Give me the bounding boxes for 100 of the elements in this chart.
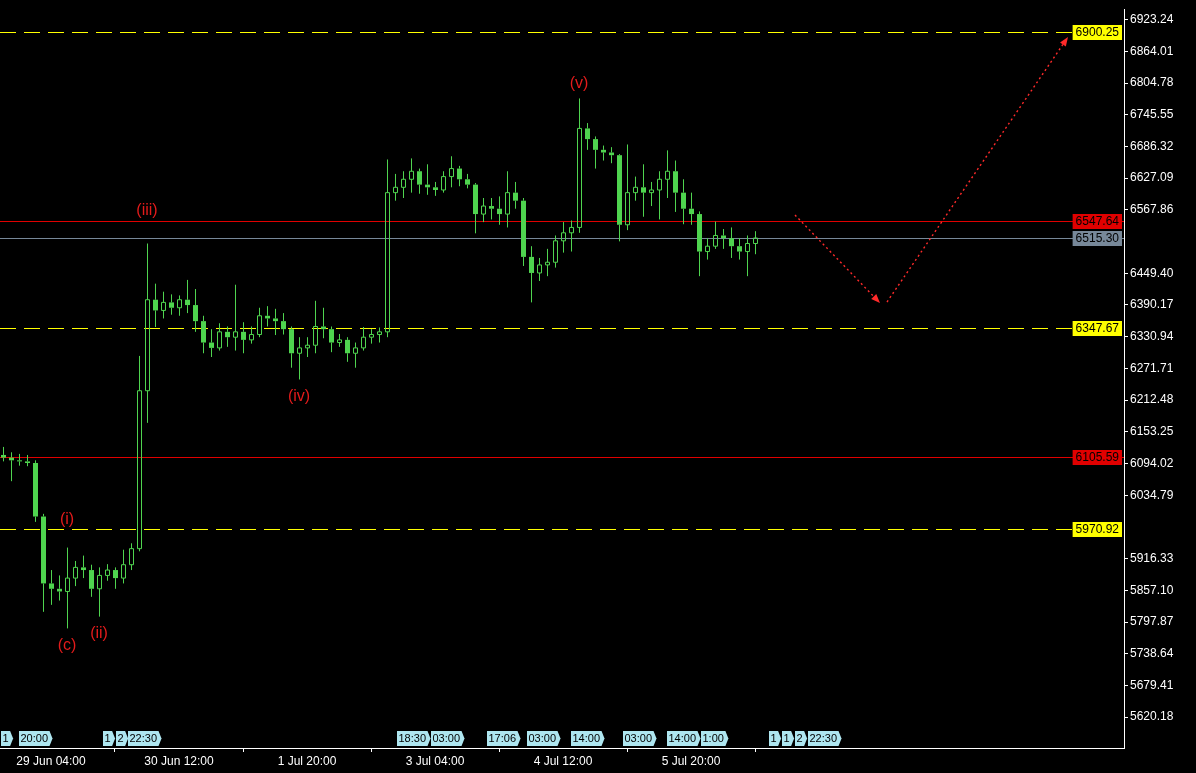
candlestick (201, 315, 206, 354)
candlestick (409, 157, 414, 194)
y-tick-label: 6864.01 (1130, 43, 1174, 58)
candlestick (33, 459, 38, 523)
x-tick-label: 1 Jul 20:00 (277, 753, 337, 768)
candlestick (641, 163, 646, 218)
x-tick-label: 4 Jul 12:00 (533, 753, 593, 768)
candlestick (49, 569, 54, 606)
y-tick-label: 6034.79 (1130, 487, 1174, 502)
x-tick-label: 5 Jul 20:00 (661, 753, 721, 768)
y-tick-label: 6330.94 (1130, 329, 1174, 343)
candlestick (113, 566, 118, 590)
annotation: (v) (569, 73, 589, 91)
y-tick-label: 5916.33 (1130, 550, 1174, 565)
candlestick (81, 555, 86, 579)
candlestick (577, 97, 582, 234)
candlestick (721, 228, 726, 250)
candlestick (553, 234, 558, 269)
ref-line-label: 6547.64 (1075, 214, 1120, 229)
candlestick (217, 322, 222, 352)
candlestick (97, 566, 102, 618)
annotation: 22:30 (129, 732, 158, 745)
candlestick (473, 182, 478, 234)
candlestick (209, 328, 214, 358)
candlestick (385, 158, 390, 338)
candlestick (561, 221, 566, 254)
candlestick (657, 170, 662, 220)
candlestick (369, 328, 374, 345)
candlestick (25, 454, 30, 467)
ref-line-label: 5970.92 (1075, 522, 1120, 537)
y-tick-label: 6212.48 (1130, 392, 1174, 407)
candlestick (353, 342, 358, 369)
candlestick (185, 279, 190, 314)
candlestick (705, 237, 710, 261)
candlestick (593, 135, 598, 170)
candlestick (129, 542, 134, 571)
candlestick (681, 178, 686, 225)
candlestick (489, 197, 494, 220)
candlestick (457, 165, 462, 187)
annotation: 14:00 (668, 732, 697, 745)
candlestick (241, 321, 246, 354)
candlestick (73, 560, 78, 587)
candlestick (497, 195, 502, 226)
x-tick-label: 29 Jun 04:00 (16, 753, 87, 768)
y-tick-label: 5620.18 (1130, 709, 1174, 724)
annotation: 03:00 (528, 732, 557, 745)
candlestick (737, 237, 742, 261)
annotation: 03:00 (624, 732, 653, 745)
candlestick (121, 549, 126, 584)
candlestick (337, 333, 342, 348)
y-tick-label: 5797.87 (1130, 614, 1174, 629)
annotation: (iv) (287, 386, 311, 404)
candlestick (697, 210, 702, 277)
x-tick-label: 30 Jun 12:00 (144, 753, 215, 768)
annotation: (i) (59, 509, 75, 527)
y-tick-label: 6923.24 (1130, 11, 1174, 26)
y-tick-label: 6390.17 (1130, 297, 1174, 312)
candlestick (17, 453, 22, 467)
annotation: 17:06 (488, 732, 517, 745)
y-tick-label: 5857.10 (1130, 582, 1174, 597)
candlestick (649, 181, 654, 207)
y-tick-label: 6271.71 (1130, 360, 1174, 375)
candlestick (745, 234, 750, 277)
y-tick-label: 5738.64 (1130, 646, 1174, 661)
candlestick (177, 294, 182, 317)
ref-line-label: 6900.25 (1075, 25, 1120, 40)
y-tick-label: 6153.25 (1130, 424, 1174, 439)
candlestick (1, 446, 6, 462)
candlestick (417, 168, 422, 195)
annotation: 18:30 (398, 732, 427, 745)
candlestick (521, 197, 526, 267)
candlestick (233, 284, 238, 352)
annotation: 1:00 (702, 732, 724, 745)
candlestick (305, 336, 310, 358)
annotation: 2 (117, 732, 124, 745)
candlestick (505, 170, 510, 228)
y-tick-label: 6686.32 (1130, 138, 1174, 153)
ref-line-label: 6105.59 (1075, 450, 1120, 465)
candlestick (569, 219, 574, 253)
candlestick (105, 563, 110, 582)
candlestick (401, 170, 406, 199)
candlestick (249, 325, 254, 345)
candlestick (449, 155, 454, 188)
annotation: 1 (770, 732, 777, 745)
candlestick (689, 192, 694, 226)
annotation: (iii) (136, 201, 158, 219)
candlestick (393, 173, 398, 202)
annotation: (c) (57, 635, 77, 653)
annotation: 1 (783, 732, 790, 745)
candlestick (273, 308, 278, 336)
annotation: (ii) (90, 624, 108, 642)
candlestick (225, 325, 230, 348)
candlestick (169, 293, 174, 316)
annotation: 1 (2, 732, 9, 745)
candlestick (617, 155, 622, 242)
y-tick-label: 6804.78 (1130, 75, 1174, 90)
annotation: 1 (104, 732, 111, 745)
candlestick (289, 325, 294, 369)
candlestick (601, 145, 606, 162)
annotation: 14:00 (572, 732, 601, 745)
